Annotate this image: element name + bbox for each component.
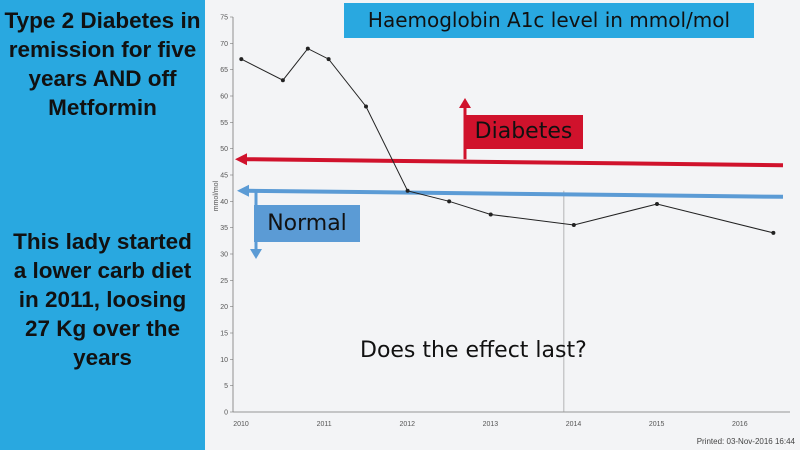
x-tick-label: 2011	[317, 421, 332, 428]
hba1c-data-point	[771, 230, 776, 235]
hba1c-data-point	[654, 201, 659, 206]
hba1c-data-point	[488, 212, 493, 217]
x-tick-label: 2010	[233, 421, 249, 428]
diet-summary: This lady started a lower carb diet in 2…	[13, 229, 192, 370]
question-text: Does the effect last?	[360, 338, 587, 363]
y-axis-label: mmol/mol	[213, 180, 220, 211]
y-tick-label: 50	[220, 146, 228, 153]
hba1c-data-point	[326, 57, 331, 62]
hba1c-data-point	[571, 223, 576, 228]
normal-threshold-line	[246, 188, 784, 199]
y-tick-label: 45	[220, 173, 228, 180]
y-tick-label: 35	[220, 225, 228, 232]
y-tick-label: 20	[220, 304, 228, 311]
y-tick-label: 0	[224, 410, 228, 417]
y-tick-label: 55	[220, 120, 228, 127]
x-tick-label: 2014	[566, 421, 582, 428]
remission-summary: Type 2 Diabetes in remission for five ye…	[4, 8, 201, 120]
y-tick-label: 70	[220, 41, 228, 48]
x-tick-label: 2012	[399, 421, 415, 428]
normal-arrowhead-down	[250, 249, 262, 259]
normal-arrowhead-left	[237, 184, 249, 197]
diabetes-label: Diabetes	[464, 115, 583, 149]
diabetes-arrowhead-up	[459, 98, 471, 108]
sidebar: Type 2 Diabetes in remission for five ye…	[0, 0, 205, 450]
x-tick-label: 2013	[483, 421, 499, 428]
hba1c-data-point	[305, 46, 310, 51]
x-tick-label: 2015	[649, 421, 665, 428]
chart-axes	[230, 16, 790, 413]
y-tick-label: 15	[220, 331, 228, 338]
y-tick-label: 75	[220, 15, 228, 22]
y-tick-label: 10	[220, 357, 228, 364]
y-tick-label: 25	[220, 278, 228, 285]
series-layer	[239, 46, 776, 235]
hba1c-data-point	[280, 78, 285, 83]
y-tick-label: 30	[220, 252, 228, 259]
y-tick-label: 65	[220, 67, 228, 74]
x-tick-label: 2016	[732, 421, 748, 428]
y-tick-label: 60	[220, 94, 228, 101]
chart-photo: 0 5 10 15 20 25 30 35 40 45 50 55 60 65 70 75 2010 2011 20…	[205, 0, 800, 450]
hba1c-data-point	[447, 199, 452, 204]
normal-label: Normal	[254, 205, 360, 242]
y-tick-label: 40	[220, 199, 228, 206]
diabetes-threshold-line	[244, 157, 784, 168]
diabetes-arrowhead-left	[235, 153, 247, 166]
y-tick-label: 5	[224, 383, 228, 390]
hba1c-data-point	[405, 188, 410, 193]
chart-title-banner: Haemoglobin A1c level in mmol/mol	[344, 3, 754, 38]
hba1c-data-point	[239, 57, 244, 62]
chart-labels: 0 5 10 15 20 25 30 35 40 45 50 55 60 65 70 75 2010 2011 20…	[213, 15, 796, 447]
hba1c-data-point	[364, 104, 369, 109]
printed-timestamp: Printed: 03-Nov-2016 16:44	[697, 437, 796, 446]
